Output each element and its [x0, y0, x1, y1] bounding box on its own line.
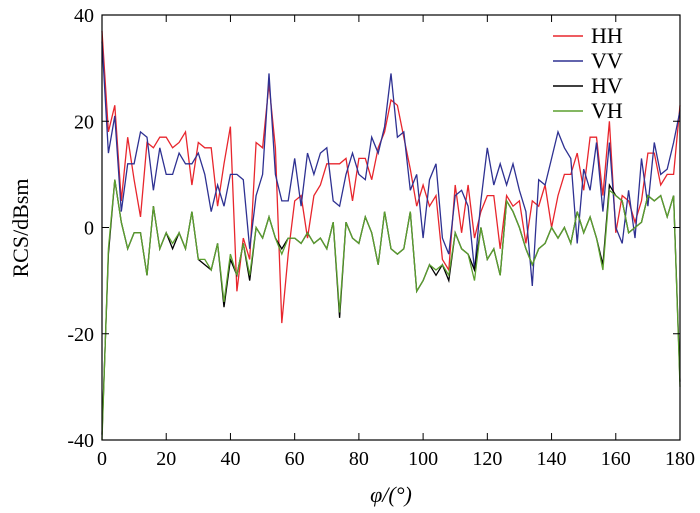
y-tick-label: 20 [74, 111, 94, 133]
x-tick-label: 40 [220, 448, 240, 470]
y-axis-label: RCS/dBsm [8, 178, 33, 277]
x-tick-label: 140 [537, 448, 567, 470]
legend-label-vh: VH [591, 98, 623, 123]
y-tick-label: 0 [84, 218, 94, 240]
ticks-layer: 0 20 40 60 80 100 120 140 160 180 -40 -20 0 20 40 [67, 5, 695, 470]
x-tick-label: 160 [601, 448, 631, 470]
x-tick-label: 180 [665, 448, 695, 470]
series-line-hv [101, 179, 681, 435]
y-tick-label: -40 [67, 430, 94, 452]
x-tick-label: 100 [408, 448, 438, 470]
legend-label-hh: HH [591, 23, 623, 48]
series-line-vh [101, 179, 681, 441]
legend-label-vv: VV [591, 48, 623, 73]
x-tick-label: 0 [97, 448, 107, 470]
series-line-hh [101, 30, 681, 324]
x-tick-label: 120 [472, 448, 502, 470]
series-line-vv [101, 41, 681, 286]
x-tick-label: 20 [156, 448, 176, 470]
x-tick-label: 60 [285, 448, 305, 470]
y-tick-label: -20 [67, 324, 94, 346]
y-tick-label: 40 [74, 5, 94, 27]
series-layer [101, 30, 681, 441]
x-axis-label: φ/(°) [370, 482, 412, 507]
legend-label-hv: HV [591, 73, 623, 98]
x-tick-label: 80 [349, 448, 369, 470]
